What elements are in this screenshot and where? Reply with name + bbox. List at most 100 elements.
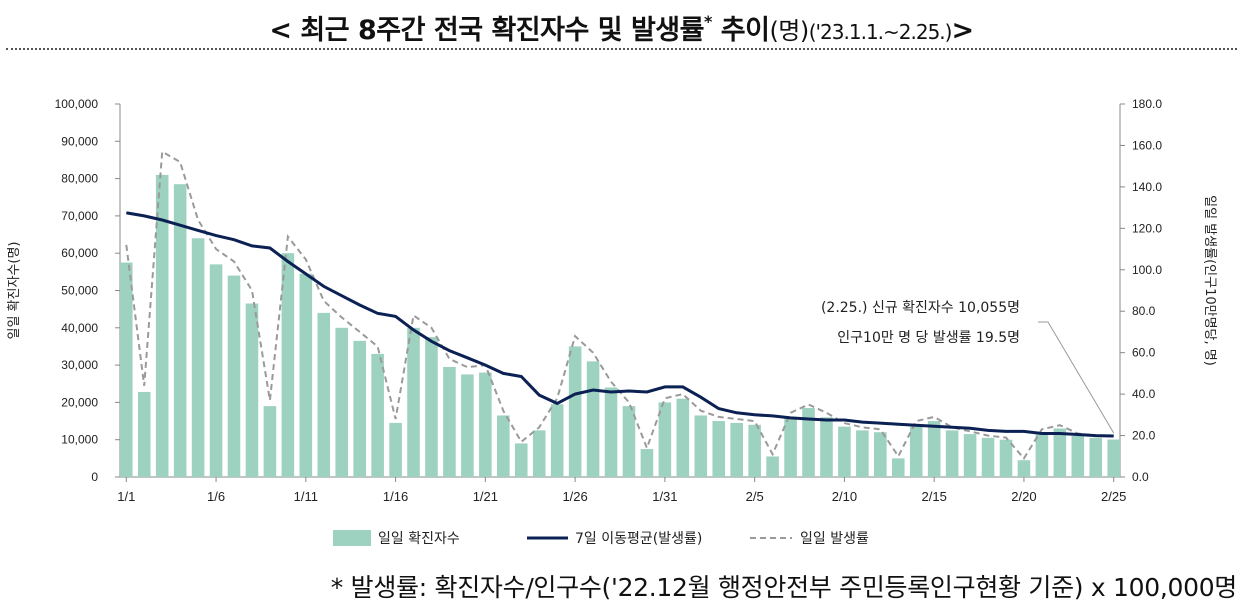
y-right-tick-label: 140.0 — [1132, 180, 1162, 194]
bar-daily-cases — [173, 184, 187, 477]
y-left-tick-label: 80,000 — [61, 172, 98, 186]
bar-daily-cases — [497, 415, 510, 477]
bar-daily-cases — [981, 437, 995, 477]
legend-label-avg: 7일 이동평균(발생률) — [575, 531, 702, 547]
bar-daily-cases — [155, 174, 169, 477]
bar-daily-cases — [891, 458, 905, 477]
y-left-tick-label: 40,000 — [61, 321, 98, 335]
bar-daily-cases — [856, 430, 869, 477]
bar-daily-cases — [1017, 460, 1031, 477]
bar-daily-cases — [191, 238, 205, 477]
x-tick-label: 2/10 — [832, 489, 857, 504]
title-divider — [6, 48, 1237, 50]
bar-daily-cases — [820, 417, 833, 477]
bar-daily-cases — [568, 346, 582, 477]
chart-title: < 최근 8주간 전국 확진자수 및 발생률* 추이(명)('23.1.1.~2… — [269, 8, 974, 47]
bar-daily-cases — [909, 424, 923, 477]
x-tick-label: 2/20 — [1011, 489, 1036, 504]
bar-daily-cases — [317, 312, 331, 477]
title-open: < — [269, 15, 292, 46]
y-left-tick-label: 20,000 — [61, 395, 98, 409]
bar-daily-cases — [784, 417, 797, 477]
y-right-tick-label: 20.0 — [1132, 429, 1156, 443]
annotation-line2: 인구10만 명 당 발생률 19.5명 — [837, 330, 1020, 346]
footnote: * 발생률: 확진자수/인구수('22.12월 행정안전부 주민등록인구현황 기… — [330, 573, 1238, 602]
line-7day-average — [126, 211, 1114, 438]
x-tick-label: 1/1 — [117, 489, 135, 504]
bar-daily-cases — [838, 426, 851, 477]
x-tick-label: 2/5 — [746, 489, 764, 504]
title-tail: 추이 — [720, 15, 770, 46]
combo-chart: 0 10,000 20,000 30,000 40,000 50,000 60,000 70,… — [7, 97, 1217, 547]
bar-daily-cases — [640, 449, 654, 477]
bar-daily-cases — [712, 421, 726, 477]
bar-daily-cases — [371, 353, 384, 477]
y-right-tick-label: 60.0 — [1132, 346, 1156, 360]
bar-daily-cases — [802, 407, 815, 477]
legend-swatch-bar — [333, 530, 371, 546]
bar-daily-cases — [227, 275, 241, 477]
x-tick-label: 2/25 — [1101, 489, 1126, 504]
bar-daily-cases — [1107, 439, 1120, 477]
bar-daily-cases — [443, 366, 456, 477]
bar-daily-cases — [425, 337, 438, 477]
bar-daily-cases — [407, 327, 420, 477]
x-tick-label: 1/11 — [294, 489, 318, 504]
x-tick-label: 1/31 — [652, 489, 677, 504]
bar-daily-cases — [694, 415, 708, 477]
bar-daily-cases — [263, 406, 277, 477]
bar-daily-cases — [137, 391, 151, 477]
x-tick-label: 2/15 — [922, 489, 947, 504]
bar-daily-cases — [1089, 437, 1103, 477]
bar-daily-cases — [999, 439, 1013, 477]
bar-daily-cases — [604, 387, 618, 477]
bar-daily-cases — [730, 422, 743, 477]
annotation-leader-line — [1038, 321, 1115, 434]
bar-daily-cases — [532, 430, 546, 477]
y-left-tick-label: 10,000 — [61, 433, 98, 447]
bar-daily-cases — [874, 432, 887, 477]
y-left-tick-label: 60,000 — [61, 246, 98, 260]
bar-daily-cases — [963, 434, 977, 477]
title-period: ('23.1.1.~2.25.) — [808, 20, 953, 44]
y-left-tick-label: 100,000 — [55, 97, 99, 111]
bar-daily-cases — [586, 361, 600, 477]
legend-label-daily: 일일 발생률 — [800, 531, 869, 547]
x-tick-label: 1/21 — [473, 489, 498, 504]
y-right-tick-label: 40.0 — [1132, 387, 1156, 401]
x-tick-label: 1/26 — [562, 489, 587, 504]
bar-daily-cases — [461, 374, 474, 477]
y-right-tick-label: 180.0 — [1132, 97, 1162, 111]
bar-daily-cases — [1035, 432, 1049, 477]
bar-daily-cases — [550, 404, 564, 477]
bar-daily-cases — [209, 264, 223, 477]
y-left-axis-title: 일일 확진자수(명) — [7, 242, 22, 340]
bar-daily-cases — [514, 443, 528, 477]
bar-daily-cases — [479, 372, 492, 477]
y-right-tick-label: 160.0 — [1132, 138, 1162, 152]
bar-daily-cases — [389, 422, 402, 477]
y-right-axis-title: 일일 발생률(인구10만명당, 명) — [1202, 195, 1217, 366]
bar-daily-cases — [353, 340, 366, 477]
y-right-tick-label: 100.0 — [1132, 263, 1162, 277]
y-left-tick-label: 90,000 — [61, 134, 98, 148]
y-left-tick-label: 0 — [91, 470, 98, 484]
bar-daily-cases — [281, 253, 295, 477]
bar-daily-cases — [766, 456, 779, 477]
bar-daily-cases — [622, 406, 636, 477]
chart-title-area: < 최근 8주간 전국 확진자수 및 발생률* 추이(명)('23.1.1.~2… — [0, 0, 1243, 48]
bar-daily-cases — [676, 398, 690, 477]
x-tick-label: 1/6 — [207, 489, 225, 504]
y-right-tick-label: 0.0 — [1132, 470, 1149, 484]
annotation-line1: (2.25.) 신규 확진자수 10,055명 — [821, 300, 1020, 316]
title-unit: (명) — [769, 17, 809, 45]
y-left-tick-label: 50,000 — [61, 284, 98, 298]
title-star: * — [703, 12, 712, 31]
title-close: > — [951, 15, 974, 46]
y-left-tick-label: 70,000 — [61, 209, 98, 223]
title-main: 최근 8주간 전국 확진자수 및 발생률 — [300, 15, 704, 46]
bar-daily-cases — [245, 303, 259, 477]
legend-label-bar: 일일 확진자수 — [378, 531, 460, 547]
y-left-tick-label: 30,000 — [61, 358, 98, 372]
bar-daily-cases — [299, 273, 313, 477]
